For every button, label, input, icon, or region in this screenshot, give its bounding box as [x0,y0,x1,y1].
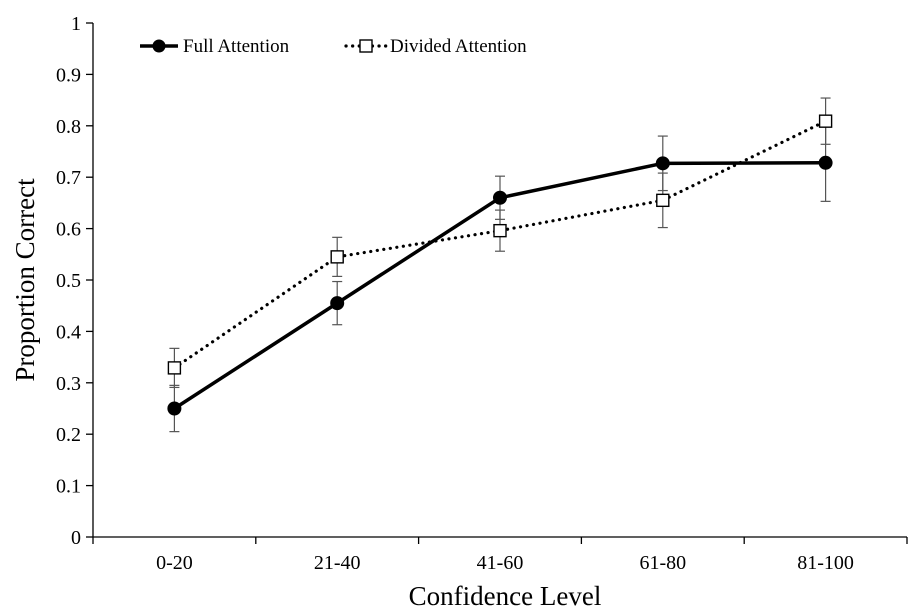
legend-marker-full-attention [152,39,166,53]
x-tick-label: 21-40 [314,552,361,574]
legend: Full Attention Divided Attention [140,36,527,57]
y-tick-label: 0.7 [56,167,81,189]
x-tick-label: 0-20 [156,552,193,574]
y-tick-label: 0.6 [56,219,81,241]
error-bars-full-attention [169,123,831,433]
legend-label-divided-attention: Divided Attention [390,36,527,57]
y-tick-label: 0.8 [56,116,81,138]
data-point-full-attention [167,401,182,416]
data-point-divided-attention [330,250,344,264]
y-tick-label: 1 [71,13,81,35]
x-tick-label: 81-100 [797,552,854,574]
x-axis-title: Confidence Level [409,581,602,609]
y-tick-label: 0.1 [56,476,81,498]
y-axis-title: Proportion Correct [10,178,40,382]
x-tick-label: 61-80 [639,552,686,574]
y-tick-label: 0.3 [56,373,81,395]
y-tick-label: 0.9 [56,64,81,86]
axes: 0 0.1 0.2 0.3 0.4 0.5 0.6 0.7 0.8 0.9 1 0-20 21-40 41… [56,13,908,574]
legend-label-full-attention: Full Attention [183,36,290,57]
data-point-full-attention [655,156,670,171]
data-point-full-attention [493,190,507,205]
data-point-divided-attention [167,361,182,375]
y-tick-label: 0.2 [56,424,81,446]
data-point-divided-attention [818,114,833,128]
error-bars-divided-attention [169,97,831,389]
x-tick-label: 41-60 [477,552,524,574]
data-point-full-attention [330,296,345,311]
y-tick-label: 0.5 [56,270,81,292]
data-point-divided-attention [656,193,670,208]
data-point-full-attention [818,155,833,170]
y-tick-label: 0.4 [56,321,81,343]
y-tick-label: 0 [71,527,81,549]
series-layer [167,97,833,433]
legend-marker-divided-attention [359,39,373,53]
data-point-divided-attention [493,223,507,238]
